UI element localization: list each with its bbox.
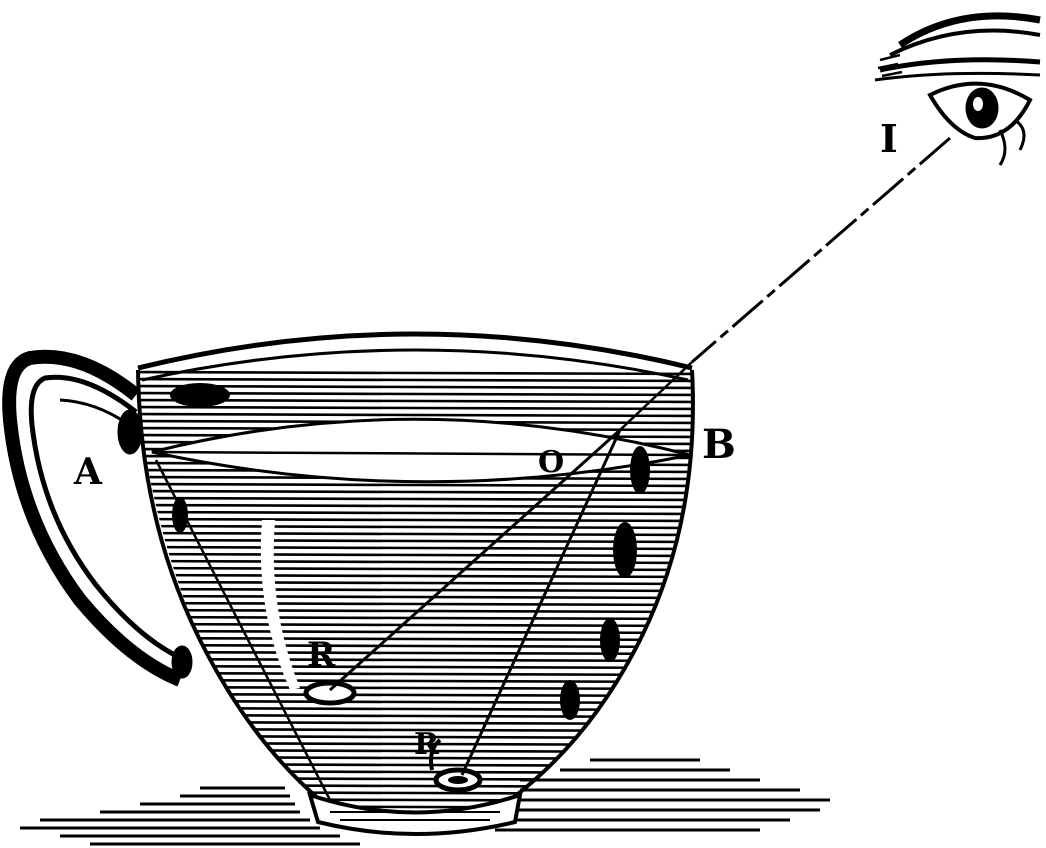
teacup-icon bbox=[136, 331, 695, 836]
water-surface-line bbox=[151, 450, 691, 457]
cup-hatch-line bbox=[138, 692, 693, 698]
cup-hatch-line bbox=[138, 559, 693, 565]
ray-refracted bbox=[460, 429, 622, 776]
cup-hatch-line bbox=[138, 580, 693, 586]
cup-hatch-line bbox=[138, 678, 693, 684]
cup-hatch-line bbox=[138, 608, 693, 614]
cup-hatch-line bbox=[138, 573, 693, 579]
cup-hatch-line bbox=[138, 510, 693, 516]
cup-hatch-line bbox=[138, 552, 693, 558]
cup-hatch-line bbox=[138, 706, 693, 712]
cup-handle bbox=[2, 349, 193, 687]
cup-hatch-line bbox=[138, 790, 693, 796]
label-eye: I bbox=[880, 116, 898, 161]
cup-hatch-line bbox=[138, 622, 693, 628]
ray-side bbox=[154, 459, 332, 801]
table-shadow bbox=[20, 758, 830, 846]
cup-hatch-line bbox=[138, 699, 693, 705]
cup-hatch-line bbox=[138, 370, 693, 376]
cup-hatch-line bbox=[138, 685, 693, 691]
cup-hatch-line bbox=[138, 643, 693, 649]
cup-hatch-line bbox=[138, 489, 693, 495]
cup-hatch-line bbox=[138, 629, 693, 635]
ray-eye-to-rim bbox=[691, 136, 951, 364]
label-point-o: O bbox=[538, 445, 564, 480]
cup-hatch-line bbox=[138, 594, 693, 600]
ray-rim-to-water bbox=[619, 361, 693, 431]
cup-hatch-line bbox=[138, 503, 693, 509]
cup-hatch-line bbox=[138, 664, 693, 670]
cup-hatch-line bbox=[138, 587, 693, 593]
cup-hatch-line bbox=[138, 720, 693, 726]
cup-hatch-line bbox=[138, 804, 693, 810]
eye-icon bbox=[874, 12, 1041, 166]
cup-hatch-line bbox=[138, 636, 693, 642]
cup-hatch-line bbox=[138, 601, 693, 607]
cup-hatch-line bbox=[138, 524, 693, 530]
cup-hatch-line bbox=[138, 713, 693, 719]
coin-apparent-position bbox=[303, 680, 357, 706]
cup-hatch-line bbox=[138, 615, 693, 621]
cup-hatch-line bbox=[138, 538, 693, 544]
cup-hatch-line bbox=[138, 762, 693, 768]
cup-hatch-line bbox=[138, 566, 693, 572]
cup-hatch-line bbox=[138, 517, 693, 523]
cup-hatch-line bbox=[138, 496, 693, 502]
cup-hatch-line bbox=[138, 531, 693, 537]
cup-hatch-line bbox=[138, 412, 693, 418]
cup-hatch-line bbox=[138, 405, 693, 411]
label-coin-real: R bbox=[414, 727, 440, 762]
ray-apparent bbox=[328, 428, 622, 692]
cup-hatch-line bbox=[138, 377, 693, 383]
label-point-a: A bbox=[73, 451, 103, 493]
cup-hatch-line bbox=[138, 545, 693, 551]
coin-icon bbox=[303, 680, 483, 793]
cup-hatch-line bbox=[138, 482, 693, 488]
light-rays bbox=[151, 136, 951, 801]
label-point-b: B bbox=[702, 421, 736, 468]
label-coin-apparent: R bbox=[307, 635, 336, 675]
